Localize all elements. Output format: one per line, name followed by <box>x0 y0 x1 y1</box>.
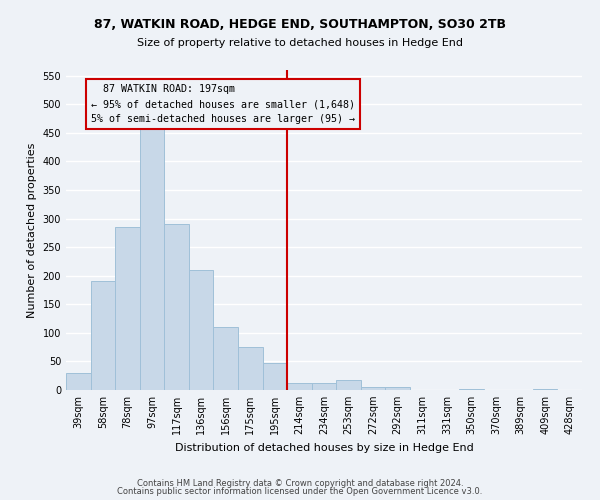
X-axis label: Distribution of detached houses by size in Hedge End: Distribution of detached houses by size … <box>175 442 473 452</box>
Bar <box>312 383 336 390</box>
Bar <box>214 327 238 390</box>
Bar <box>385 387 410 390</box>
Text: 87 WATKIN ROAD: 197sqm  
← 95% of detached houses are smaller (1,648)
5% of semi: 87 WATKIN ROAD: 197sqm ← 95% of detached… <box>91 84 355 124</box>
Bar <box>91 282 115 390</box>
Bar <box>361 386 385 390</box>
Y-axis label: Number of detached properties: Number of detached properties <box>27 142 37 318</box>
Bar <box>189 270 214 390</box>
Bar <box>115 227 140 390</box>
Text: 87, WATKIN ROAD, HEDGE END, SOUTHAMPTON, SO30 2TB: 87, WATKIN ROAD, HEDGE END, SOUTHAMPTON,… <box>94 18 506 30</box>
Bar <box>66 373 91 390</box>
Bar <box>287 383 312 390</box>
Text: Size of property relative to detached houses in Hedge End: Size of property relative to detached ho… <box>137 38 463 48</box>
Bar <box>263 363 287 390</box>
Text: Contains HM Land Registry data © Crown copyright and database right 2024.: Contains HM Land Registry data © Crown c… <box>137 478 463 488</box>
Bar <box>164 224 189 390</box>
Bar <box>533 389 557 390</box>
Bar <box>238 347 263 390</box>
Bar <box>140 127 164 390</box>
Bar <box>336 380 361 390</box>
Bar <box>459 389 484 390</box>
Text: Contains public sector information licensed under the Open Government Licence v3: Contains public sector information licen… <box>118 487 482 496</box>
